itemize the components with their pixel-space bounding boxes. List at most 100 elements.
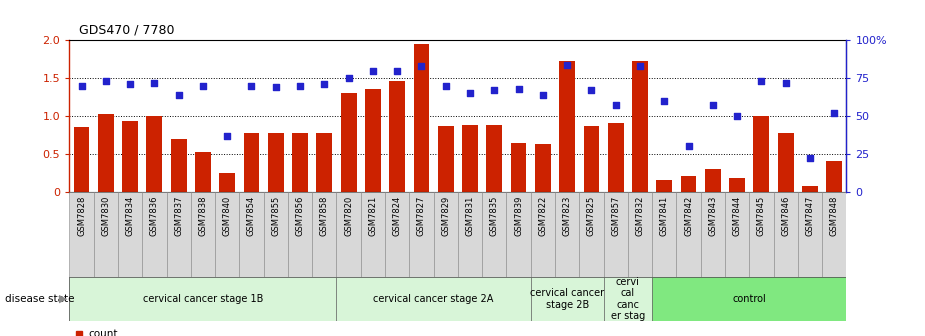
Text: GSM7837: GSM7837 [174,196,183,236]
Point [147,80,162,85]
Text: GSM7844: GSM7844 [733,196,742,236]
Bar [725,192,749,277]
Text: GSM7847: GSM7847 [806,196,814,236]
Bar [754,116,770,192]
Point [195,83,210,88]
Bar [749,192,773,277]
Text: disease state: disease state [5,294,74,304]
Bar [142,192,166,277]
Bar [482,192,507,277]
Point [512,86,526,91]
Point [681,143,696,149]
Point [171,92,186,97]
Bar [264,192,288,277]
Text: GSM7831: GSM7831 [465,196,475,236]
Bar [555,192,579,277]
Text: GSM7855: GSM7855 [271,196,280,236]
Bar [507,192,531,277]
Text: cervical cancer stage 2A: cervical cancer stage 2A [374,294,494,304]
Point [560,62,574,67]
Bar [385,192,409,277]
Text: GSM7846: GSM7846 [782,196,790,236]
Text: GSM7836: GSM7836 [150,196,159,236]
Text: GSM7834: GSM7834 [126,196,134,236]
Bar [802,186,818,192]
Point [584,88,598,93]
Bar [535,144,550,192]
Bar [413,44,429,192]
Point [365,68,380,73]
Text: GSM7822: GSM7822 [538,196,548,236]
Bar [701,192,725,277]
Point [462,91,477,96]
Point [754,79,769,84]
Text: GSM7858: GSM7858 [320,196,328,236]
Point [536,92,550,97]
Bar [69,277,337,321]
Point [803,156,818,161]
Point [98,79,113,84]
Point [657,98,672,103]
Bar [93,192,118,277]
Bar [676,192,701,277]
Bar [74,127,90,192]
Point [706,103,721,108]
Bar [579,192,603,277]
Text: GSM7840: GSM7840 [223,196,231,236]
Bar [434,192,458,277]
Text: GSM7829: GSM7829 [441,196,450,236]
Bar [729,178,745,192]
Bar [487,125,502,192]
Bar [458,192,482,277]
Bar [337,192,361,277]
Bar [98,115,114,192]
Text: GSM7824: GSM7824 [393,196,401,236]
Bar [603,277,652,321]
Point [292,83,307,88]
Bar [191,192,215,277]
Text: GSM7857: GSM7857 [611,196,620,236]
Point [268,85,283,90]
Bar [608,124,623,192]
Text: GSM7842: GSM7842 [684,196,693,236]
Bar [171,139,187,192]
Point [220,133,235,138]
Point [487,88,501,93]
Bar [215,192,240,277]
Point [414,64,429,69]
Text: ▶: ▶ [58,294,68,304]
Point [730,113,745,119]
Text: GSM7823: GSM7823 [562,196,572,236]
Bar [826,161,842,192]
Bar [657,180,672,192]
Bar [292,133,308,192]
Text: cervi
cal
canc
er stag: cervi cal canc er stag [610,277,645,322]
Bar [122,121,138,192]
Bar [778,133,794,192]
Point [341,76,356,81]
Bar [652,192,676,277]
Bar [361,192,385,277]
Text: GSM7835: GSM7835 [490,196,499,236]
Bar [531,277,603,321]
Text: control: control [733,294,766,304]
Bar [681,176,697,192]
Point [438,83,453,88]
Bar [146,116,162,192]
Bar [195,152,211,192]
Bar [462,125,478,192]
Point [609,103,623,108]
Text: GSM7828: GSM7828 [77,196,86,236]
Text: GSM7839: GSM7839 [514,196,523,236]
Bar [340,93,356,192]
Text: GSM7838: GSM7838 [199,196,207,236]
Legend: count, percentile rank within the sample: count, percentile rank within the sample [75,330,264,336]
Bar [705,169,721,192]
Text: GSM7830: GSM7830 [102,196,110,236]
Bar [166,192,191,277]
Bar [797,192,822,277]
Text: GSM7821: GSM7821 [368,196,377,236]
Bar [240,192,264,277]
Point [633,64,648,69]
Bar [288,192,313,277]
